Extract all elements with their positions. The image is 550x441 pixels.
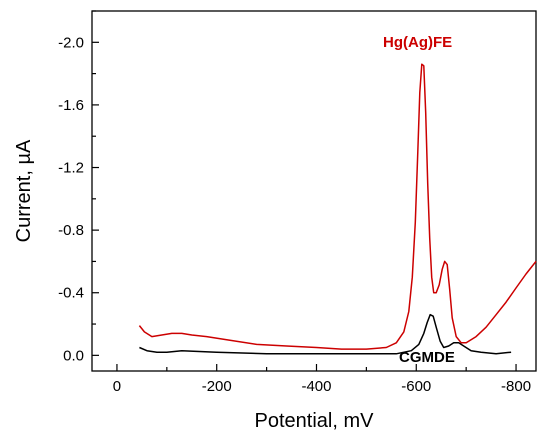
y-tick-label: -0.8 (58, 222, 84, 239)
x-tick-label: 0 (113, 378, 121, 395)
plot-frame (91, 10, 537, 372)
x-tick-label: -800 (501, 378, 531, 395)
y-tick-label: 0.0 (63, 347, 84, 364)
series-line-0 (138, 63, 537, 350)
series-label-hgagfe: Hg(Ag)FE (383, 34, 452, 51)
series-line-1 (139, 313, 512, 355)
y-tick-label: -1.6 (58, 97, 84, 114)
x-tick-label: -200 (202, 378, 232, 395)
plot-area (91, 10, 537, 372)
x-tick-label: -400 (301, 378, 331, 395)
y-tick-label: -1.2 (58, 160, 84, 177)
series-label-cgmde: CGMDE (399, 349, 455, 366)
y-tick-label: -2.0 (58, 34, 84, 51)
y-axis-ticks: 0.0 -0.4 -0.8 -1.2 -1.6 -2.0 (58, 10, 99, 364)
y-tick-label: -0.4 (58, 285, 84, 302)
x-axis-label: Potential, mV (255, 410, 375, 432)
x-tick-label: -600 (401, 378, 431, 395)
series-layer (138, 63, 537, 355)
y-axis-label: Current, µA (13, 139, 35, 242)
x-axis-ticks: 0 -200 -400 -600 -800 (113, 364, 531, 395)
